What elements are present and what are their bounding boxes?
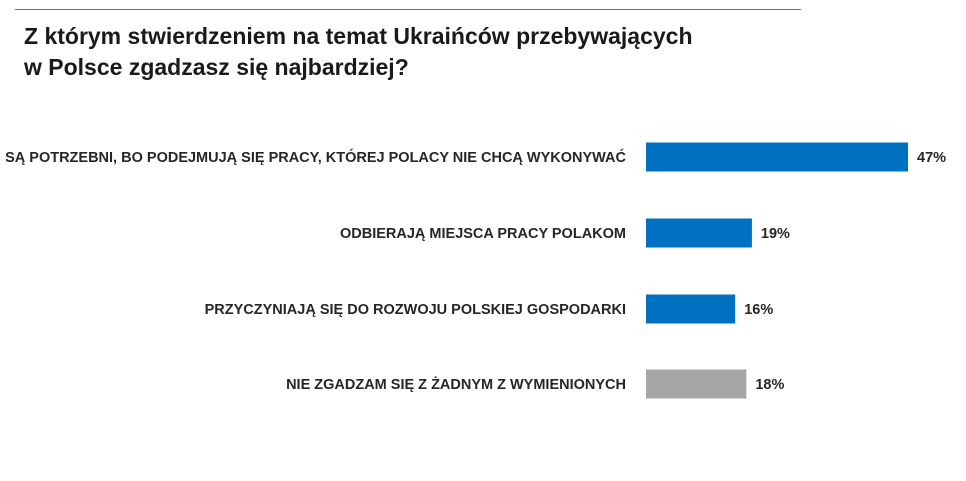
bar [646, 369, 747, 399]
category-label: NIE ZGADZAM SIĘ Z ŻADNYM Z WYMIENIONYCH [286, 376, 626, 393]
value-label: 16% [744, 302, 773, 318]
bar [646, 142, 908, 172]
chart-title: Z którym stwierdzeniem na temat Ukraińcó… [24, 21, 784, 83]
chart-title-line-1: Z którym stwierdzeniem na temat Ukraińcó… [24, 23, 693, 49]
bar [646, 218, 752, 248]
bar [646, 294, 736, 324]
category-label: ODBIERAJĄ MIEJSCA PRACY POLAKOM [340, 226, 626, 242]
category-label: PRZYCZYNIAJĄ SIĘ DO ROZWOJU POLSKIEJ GOS… [205, 302, 626, 318]
title-top-rule [15, 9, 801, 10]
category-label: SĄ POTRZEBNI, BO PODEJMUJĄ SIĘ PRACY, KT… [5, 148, 626, 166]
value-label: 18% [755, 377, 784, 393]
value-label: 19% [761, 226, 790, 242]
value-label: 47% [917, 150, 946, 166]
chart-title-line-2: w Polsce zgadzasz się najbardziej? [24, 54, 409, 80]
